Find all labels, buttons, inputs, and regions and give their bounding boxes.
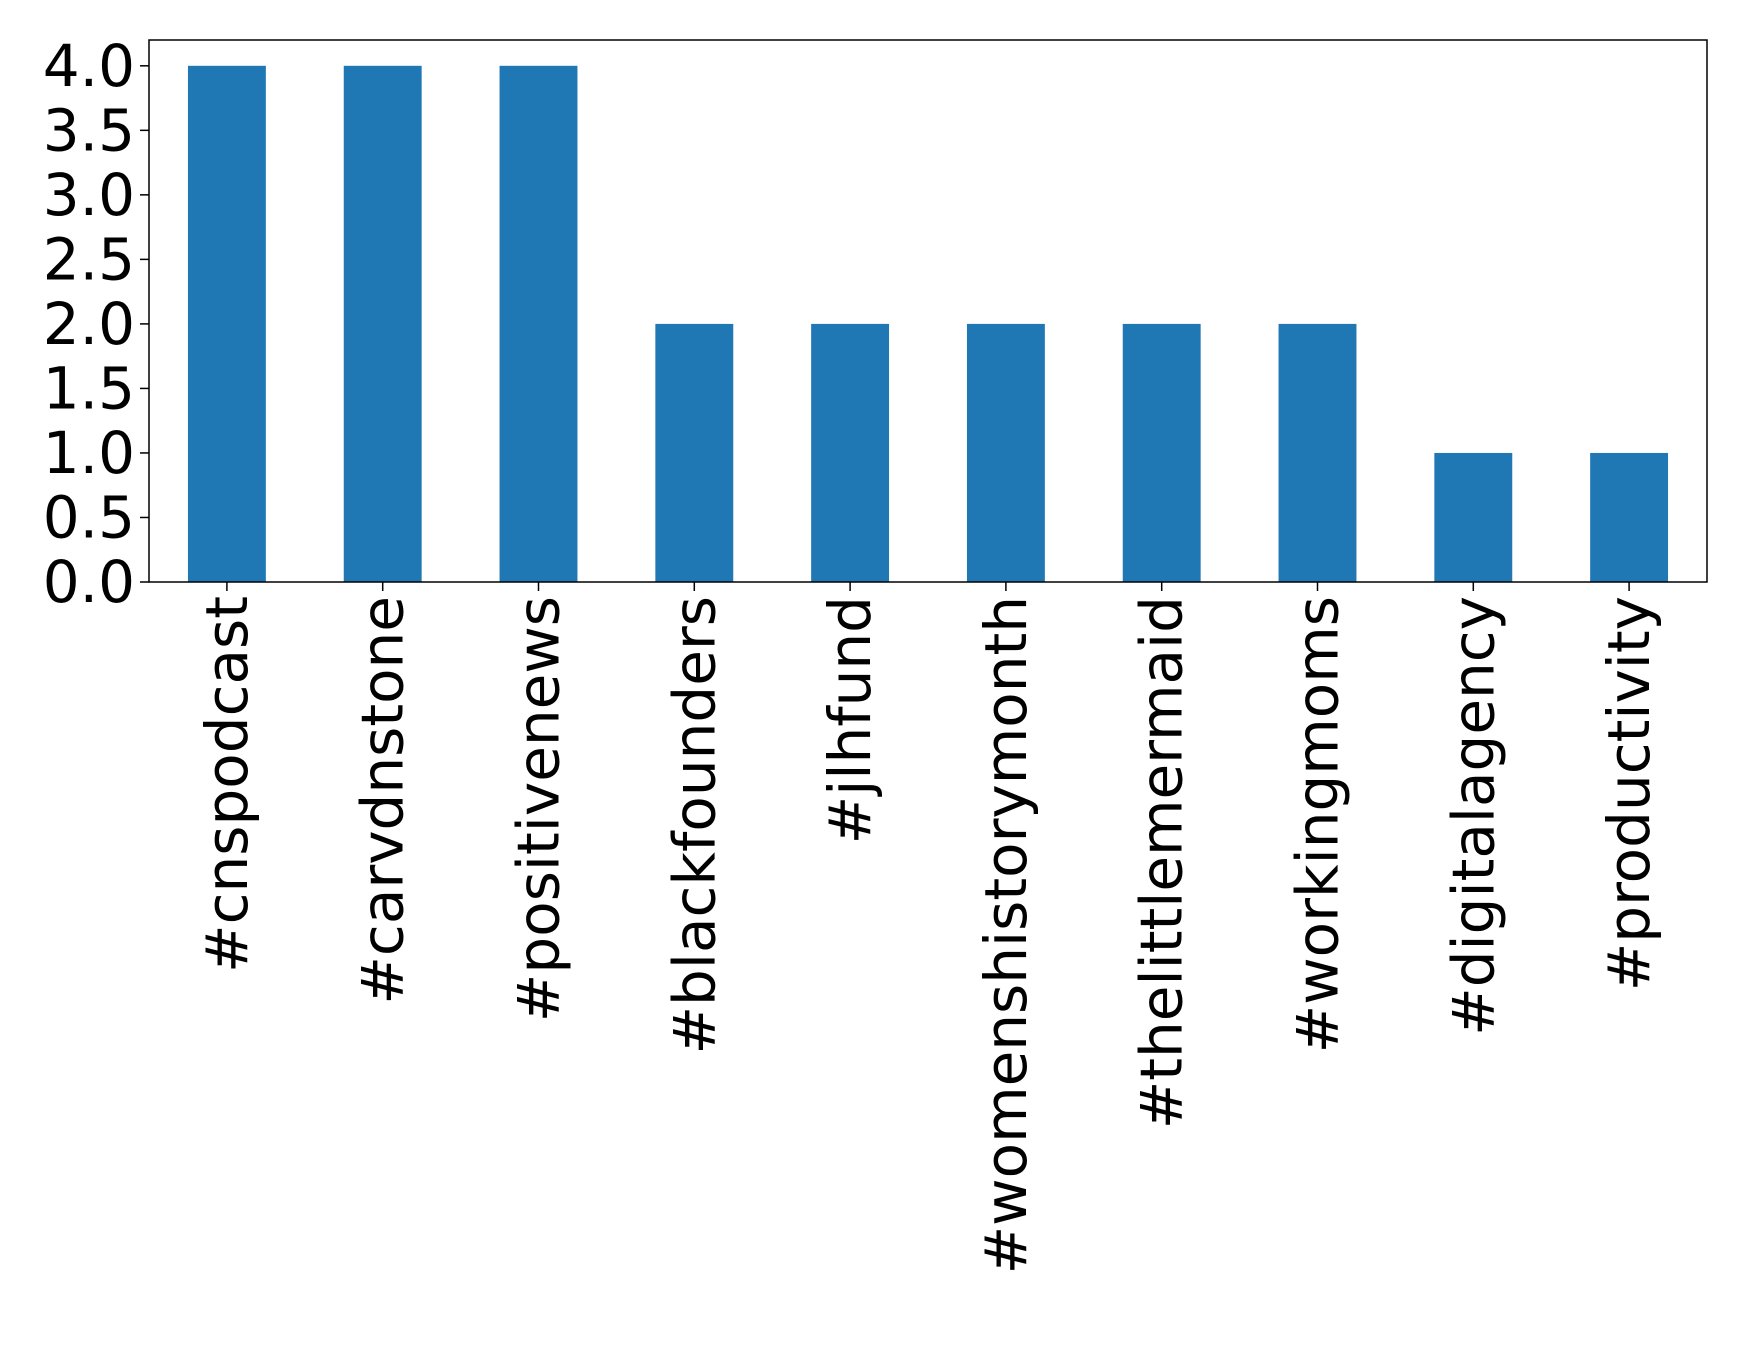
bar	[1434, 452, 1513, 582]
x-tick-label: #jlhfund	[816, 596, 884, 844]
x-tick-label: #womenshistorymonth	[972, 596, 1040, 1274]
y-tick-label: 3.5	[43, 96, 135, 164]
bar	[1122, 323, 1201, 582]
y-tick-label: 3.0	[43, 161, 135, 229]
x-tick-label: #workingmoms	[1284, 596, 1352, 1053]
x-tick-label: #cnspodcast	[193, 596, 261, 973]
y-tick-label: 1.0	[43, 419, 135, 487]
bar	[966, 323, 1045, 582]
y-tick-label: 0.5	[43, 483, 135, 551]
y-tick-label: 2.0	[43, 290, 135, 358]
x-tick-label: #blackfounders	[660, 596, 728, 1055]
x-tick-label: #thelittlemermaid	[1128, 596, 1196, 1129]
y-tick-label: 4.0	[43, 32, 135, 100]
x-tick-label: #digitalagency	[1439, 596, 1507, 1036]
plot-frame	[148, 39, 1708, 583]
x-tick-label: #productivity	[1595, 596, 1663, 991]
bar	[1590, 452, 1669, 582]
x-tick-label: #carvdnstone	[349, 596, 417, 1005]
bar	[187, 65, 266, 583]
bar	[1278, 323, 1357, 582]
bar	[655, 323, 734, 582]
bar	[811, 323, 890, 582]
y-tick-label: 0.0	[43, 548, 135, 616]
y-tick-label: 2.5	[43, 225, 135, 293]
x-tick-label: #positivenews	[505, 596, 573, 1022]
bar	[499, 65, 578, 583]
y-tick-label: 1.5	[43, 354, 135, 422]
bar	[343, 65, 422, 583]
